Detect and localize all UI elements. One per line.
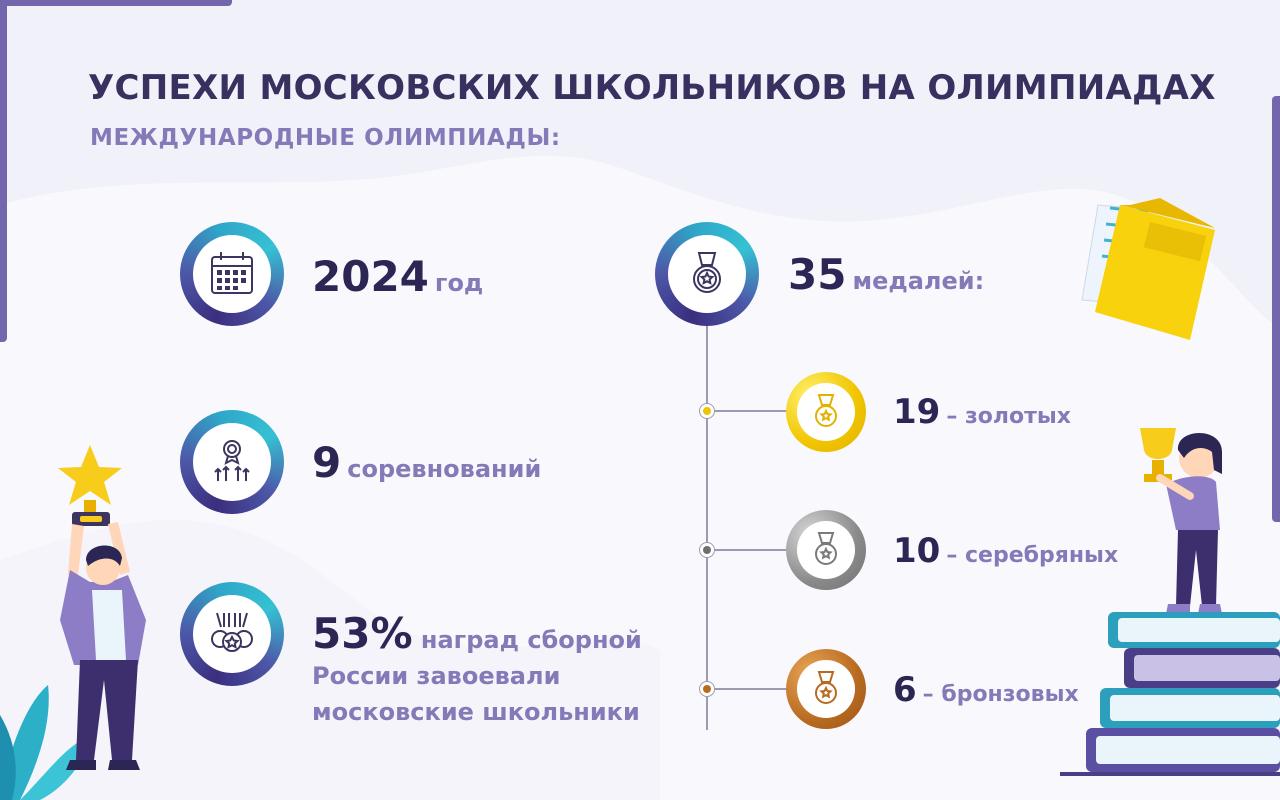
gold-value: 19 xyxy=(893,392,941,432)
frame-accent-right xyxy=(1272,96,1280,522)
competitions-badge xyxy=(180,410,284,514)
year-stat: 2024 год xyxy=(312,252,483,301)
bronze-connector xyxy=(707,688,787,690)
page-subtitle: МЕЖДУНАРОДНЫЕ ОЛИМПИАДЫ: xyxy=(90,125,561,151)
silver-medal-badge xyxy=(786,510,866,590)
share-badge xyxy=(180,582,284,686)
silver-stat: 10– серебряных xyxy=(893,531,1118,571)
frame-accent-left xyxy=(0,0,7,342)
page-title: УСПЕХИ МОСКОВСКИХ ШКОЛЬНИКОВ НА ОЛИМПИАД… xyxy=(88,68,1216,108)
medals-total-unit: медалей: xyxy=(852,267,985,295)
bronze-medal-badge xyxy=(786,649,866,729)
year-badge xyxy=(180,222,284,326)
gold-label: – золотых xyxy=(946,404,1071,429)
competitions-unit: соревнований xyxy=(347,455,542,483)
share-text-line2: России завоевали xyxy=(312,662,561,690)
medals-group-icon xyxy=(211,612,253,652)
bronze-value: 6 xyxy=(893,670,917,710)
gold-stat: 19– золотых xyxy=(893,392,1071,432)
gold-medal-icon xyxy=(815,394,837,427)
medals-total-value: 35 xyxy=(788,250,847,299)
share-text-line1: наград сборной xyxy=(420,626,642,654)
silver-connector xyxy=(707,549,787,551)
bronze-stat: 6– бронзовых xyxy=(893,670,1079,710)
medals-total-stat: 35 медалей: xyxy=(788,250,984,299)
share-value: 53% xyxy=(312,609,413,658)
year-unit: год xyxy=(434,269,484,297)
calendar-icon xyxy=(211,252,253,294)
silver-label: – серебряных xyxy=(946,543,1119,568)
bronze-label: – бронзовых xyxy=(922,682,1079,707)
bronze-medal-icon xyxy=(815,671,837,704)
share-stat: 53% наград сборной России завоевали моск… xyxy=(312,612,672,730)
gold-connector xyxy=(707,410,787,412)
timeline-line xyxy=(706,322,708,730)
medal-icon xyxy=(693,252,721,293)
silver-medal-icon xyxy=(815,532,837,565)
gold-medal-badge xyxy=(786,372,866,452)
year-value: 2024 xyxy=(312,252,429,301)
share-text-line3: московские школьники xyxy=(312,698,640,726)
frame-accent-top xyxy=(0,0,232,6)
silver-dot xyxy=(699,542,715,558)
competitions-value: 9 xyxy=(312,438,342,487)
bronze-dot xyxy=(699,681,715,697)
silver-value: 10 xyxy=(893,531,941,571)
medals-total-badge xyxy=(655,222,759,326)
gold-dot xyxy=(699,403,715,419)
competitions-stat: 9 соревнований xyxy=(312,438,541,487)
award-growth-icon xyxy=(214,440,250,481)
